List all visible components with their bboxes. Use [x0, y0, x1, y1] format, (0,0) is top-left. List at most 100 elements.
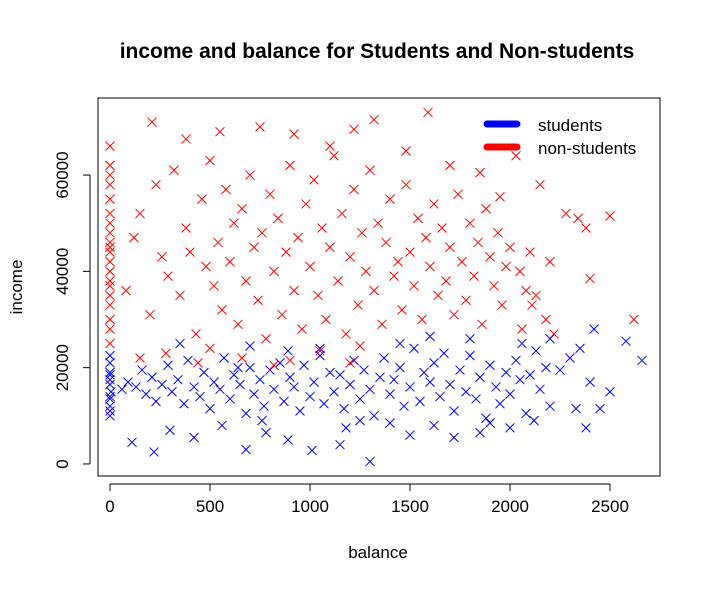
point-non-students-35 [209, 280, 219, 291]
point-non-students-63 [321, 314, 331, 325]
point-non-students-98 [461, 295, 471, 306]
point-non-students-61 [313, 290, 323, 301]
point-students-109 [517, 338, 527, 349]
point-students-62 [375, 372, 385, 383]
point-students-43 [279, 396, 289, 407]
point-non-students-21 [129, 232, 139, 243]
point-students-87 [501, 367, 511, 378]
point-non-students-97 [457, 256, 467, 267]
point-students-38 [255, 374, 265, 385]
point-non-students-17 [105, 179, 115, 190]
point-students-25 [189, 382, 199, 392]
point-non-students-91 [433, 290, 443, 301]
point-non-students-130 [289, 129, 299, 139]
point-non-students-121 [605, 211, 615, 221]
point-students-47 [299, 360, 309, 371]
point-non-students-4 [105, 314, 115, 325]
point-students-85 [491, 382, 501, 392]
point-students-76 [445, 379, 455, 390]
point-non-students-88 [421, 232, 431, 243]
point-non-students-16 [105, 280, 115, 291]
point-non-students-134 [401, 146, 411, 156]
point-non-students-116 [545, 256, 555, 267]
point-non-students-133 [255, 122, 265, 132]
point-non-students-90 [429, 199, 439, 209]
point-non-students-140 [161, 348, 171, 359]
point-students-99 [571, 403, 581, 414]
point-non-students-0 [105, 266, 115, 277]
legend: students non-students [483, 116, 636, 158]
point-non-students-114 [535, 179, 545, 190]
point-non-students-128 [349, 124, 359, 135]
point-students-129 [425, 331, 435, 342]
point-students-132 [395, 338, 405, 349]
point-non-students-75 [369, 285, 379, 296]
point-non-students-31 [191, 329, 201, 339]
point-non-students-86 [413, 213, 423, 224]
x-tick-label-2000: 2000 [491, 497, 529, 516]
point-non-students-100 [469, 271, 479, 282]
point-non-students-135 [445, 160, 455, 171]
x-tick-label-0: 0 [105, 497, 114, 516]
point-non-students-18 [105, 141, 115, 152]
chart-title: income and balance for Students and Non-… [120, 40, 635, 63]
point-students-78 [455, 365, 465, 375]
point-non-students-84 [405, 247, 415, 257]
scatter-points [105, 107, 647, 467]
point-non-students-57 [297, 324, 307, 334]
point-non-students-127 [423, 107, 433, 118]
point-non-students-70 [349, 184, 359, 195]
point-students-30 [215, 384, 225, 395]
point-students-67 [399, 401, 409, 412]
point-non-students-24 [151, 179, 161, 190]
y-tick-label-40000: 40000 [53, 248, 72, 295]
x-axis-label: balance [348, 543, 408, 562]
point-students-139 [485, 418, 495, 428]
point-students-51 [319, 398, 329, 409]
point-students-91 [521, 408, 531, 419]
point-students-96 [545, 401, 555, 412]
point-non-students-26 [163, 271, 173, 282]
point-non-students-101 [473, 237, 483, 248]
point-students-79 [461, 386, 471, 397]
point-non-students-132 [325, 141, 335, 152]
point-non-students-66 [333, 276, 343, 286]
point-students-94 [535, 384, 545, 395]
point-students-4 [105, 357, 115, 368]
point-students-117 [335, 439, 345, 450]
point-students-22 [173, 374, 183, 385]
point-students-122 [529, 415, 539, 426]
point-non-students-30 [185, 247, 195, 257]
point-students-15 [137, 365, 147, 375]
point-non-students-68 [341, 329, 351, 339]
point-non-students-92 [437, 223, 447, 233]
point-students-33 [229, 370, 239, 380]
point-non-students-7 [105, 256, 115, 267]
point-students-53 [329, 386, 339, 397]
point-non-students-106 [493, 227, 503, 238]
point-non-students-58 [301, 199, 311, 209]
point-students-97 [555, 365, 565, 375]
point-non-students-8 [105, 227, 115, 238]
point-non-students-20 [121, 285, 131, 296]
point-students-82 [475, 372, 485, 383]
point-students-66 [395, 362, 405, 373]
point-students-104 [595, 403, 605, 414]
point-students-36 [245, 362, 255, 373]
point-students-2 [105, 367, 115, 378]
point-students-65 [389, 374, 399, 385]
point-non-students-94 [445, 242, 455, 253]
point-students-6 [105, 374, 115, 385]
point-students-127 [189, 432, 199, 443]
point-students-58 [355, 394, 365, 404]
point-students-32 [225, 394, 235, 404]
point-non-students-96 [453, 189, 463, 200]
point-non-students-45 [249, 242, 259, 253]
point-non-students-44 [245, 170, 255, 180]
point-students-102 [585, 377, 595, 387]
point-students-115 [283, 435, 293, 445]
point-students-55 [339, 403, 349, 414]
point-students-103 [589, 324, 599, 334]
point-non-students-36 [213, 237, 223, 248]
point-students-3 [105, 401, 115, 412]
